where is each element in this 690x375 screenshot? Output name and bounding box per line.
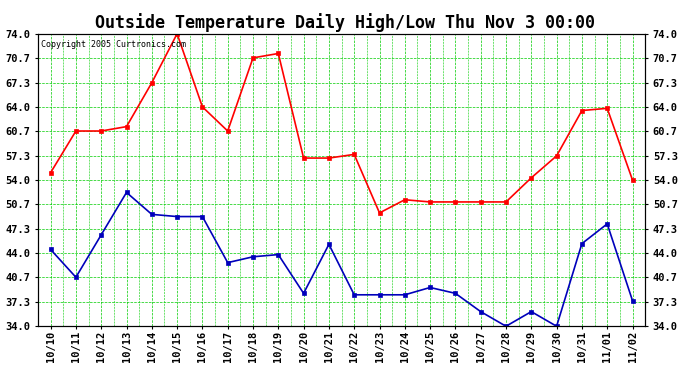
Text: Outside Temperature Daily High/Low Thu Nov 3 00:00: Outside Temperature Daily High/Low Thu N… xyxy=(95,13,595,32)
Text: Copyright 2005 Curtronics.com: Copyright 2005 Curtronics.com xyxy=(41,40,186,49)
